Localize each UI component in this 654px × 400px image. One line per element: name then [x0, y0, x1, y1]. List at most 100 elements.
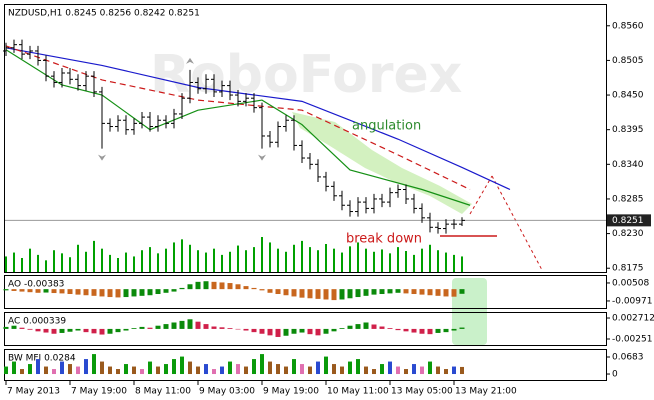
y-tick-label: 0.8175 [612, 264, 644, 274]
volume-bar [93, 240, 95, 272]
x-tick-label: 13 May 05:00 [391, 387, 453, 397]
y-tick-label: 0.8450 [612, 91, 644, 101]
volume-bar [21, 258, 23, 272]
mfi-bar [452, 366, 456, 375]
mfi-bar [68, 364, 72, 375]
volume-bar [397, 247, 399, 272]
mfi-bar [12, 361, 16, 375]
mfi-bar [412, 364, 416, 375]
histogram-bar [67, 328, 73, 332]
histogram-bar [187, 284, 193, 290]
histogram-bar [371, 289, 377, 295]
mfi-bar [284, 366, 288, 375]
histogram-bar [43, 328, 49, 333]
histogram-bar [123, 289, 129, 298]
histogram-bar [179, 320, 185, 329]
volume-bar [437, 250, 439, 272]
histogram-bar [275, 289, 281, 295]
histogram-bar [163, 324, 169, 329]
histogram-bar [91, 328, 97, 334]
histogram-bar [331, 289, 337, 301]
histogram-bar [371, 324, 377, 329]
volume-bar [317, 250, 319, 272]
angulation-zone [292, 112, 472, 214]
histogram-bar [427, 289, 433, 296]
histogram-bar [243, 286, 249, 290]
histogram-bar [203, 281, 209, 290]
mfi-bar [164, 364, 168, 375]
mfi-bar [396, 366, 400, 375]
volume-bar [37, 254, 39, 272]
histogram-bar [451, 289, 457, 297]
histogram-bar [459, 289, 465, 294]
mfi-bar [60, 361, 64, 375]
histogram-bar [387, 289, 393, 294]
histogram-bar [251, 287, 257, 290]
histogram-bar [363, 322, 369, 329]
histogram-bar [139, 326, 145, 329]
mfi-bar [100, 361, 104, 375]
price-label: 0.8251 [612, 216, 644, 226]
volume-bar [221, 254, 223, 272]
volume-bar [269, 242, 271, 272]
volume-bar [5, 256, 7, 272]
histogram-bar [139, 289, 145, 296]
histogram-bar [131, 328, 137, 329]
histogram-bar [347, 325, 353, 329]
volume-bar [381, 249, 383, 272]
mfi-bar [172, 359, 176, 375]
histogram-bar [99, 328, 105, 335]
mfi-bar [324, 356, 328, 375]
volume-bar [205, 252, 207, 272]
volume-bar [445, 252, 447, 272]
price-box [607, 214, 651, 227]
histogram-bar [299, 289, 305, 298]
histogram-bar [387, 328, 393, 329]
volume-bar [357, 242, 359, 272]
mfi-bar [252, 359, 256, 375]
mfi-bar [276, 364, 280, 375]
mfi-bar [236, 364, 240, 375]
histogram-bar [51, 289, 57, 294]
x-tick-label: 8 May 11:00 [135, 387, 191, 397]
histogram-bar [315, 289, 321, 299]
y-tick-label: 0.8560 [612, 21, 644, 31]
mfi-bar [404, 369, 408, 375]
x-tick-label: 13 May 21:00 [455, 387, 517, 397]
y-tick-label: 0.002712 [612, 314, 654, 324]
volume-bar [333, 248, 335, 272]
histogram-bar [395, 328, 401, 331]
mfi-bar [420, 366, 424, 375]
histogram-bar [379, 289, 385, 295]
mfi-bar [92, 354, 96, 375]
volume-bar [301, 240, 303, 272]
histogram-bar [27, 328, 33, 330]
highlight-zone [452, 278, 487, 345]
mfi-bar [388, 361, 392, 375]
histogram-bar [411, 328, 417, 333]
volume-bar [101, 248, 103, 272]
histogram-bar [3, 289, 9, 291]
volume-bar [61, 253, 63, 272]
histogram-bar [411, 289, 417, 295]
volume-bar [253, 247, 255, 272]
volume-bar [229, 251, 231, 272]
y-tick-label: -0.00971 [612, 296, 652, 306]
mfi-bar [124, 364, 128, 375]
histogram-bar [115, 328, 121, 333]
histogram-bar [155, 289, 161, 295]
histogram-bar [259, 328, 265, 334]
histogram-bar [227, 283, 233, 290]
histogram-bar [11, 289, 17, 291]
mfi-bar [36, 359, 40, 375]
histogram-bar [147, 289, 153, 296]
volume-bar [405, 251, 407, 272]
mfi-bar [332, 364, 336, 375]
histogram-bar [307, 328, 313, 335]
histogram-bar [283, 289, 289, 296]
histogram-bar [67, 289, 73, 295]
mfi-bar [52, 369, 56, 375]
mfi-bar [292, 359, 296, 375]
histogram-bar [339, 289, 345, 300]
histogram-bar [347, 289, 353, 299]
